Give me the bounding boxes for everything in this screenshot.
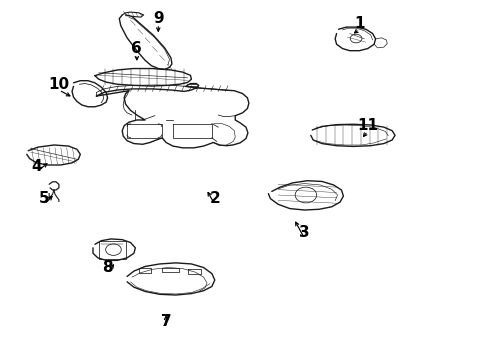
Text: 7: 7	[161, 314, 171, 329]
Text: 9: 9	[153, 11, 164, 26]
Text: 6: 6	[131, 41, 142, 56]
Text: 3: 3	[299, 225, 310, 240]
Text: 4: 4	[31, 159, 42, 174]
Text: 2: 2	[209, 191, 220, 206]
Text: 5: 5	[39, 191, 49, 206]
Text: 11: 11	[357, 118, 378, 133]
Text: 8: 8	[102, 260, 113, 275]
Text: 1: 1	[354, 16, 365, 31]
Text: 10: 10	[49, 77, 70, 92]
